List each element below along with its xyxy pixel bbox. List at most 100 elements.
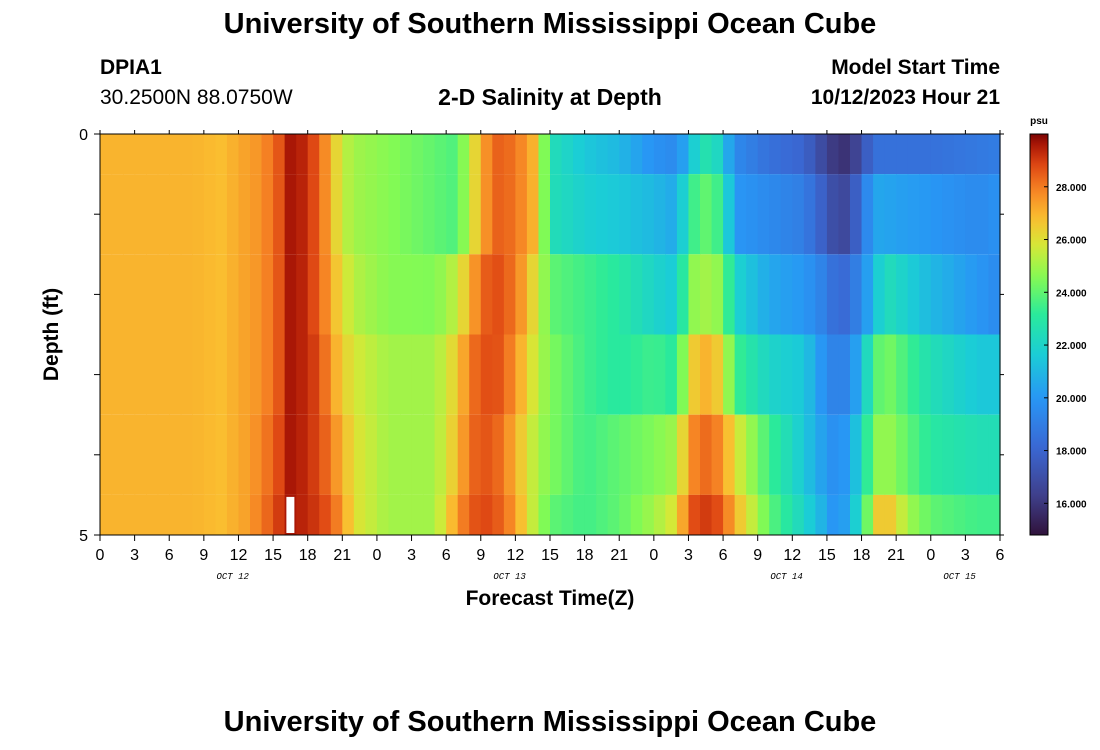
heatmap-cell (746, 334, 759, 415)
x-tick-label: 21 (610, 547, 628, 564)
heatmap-cell (203, 414, 216, 495)
heatmap-cell (665, 494, 678, 535)
heatmap-cell (919, 334, 932, 415)
heatmap-cell (100, 254, 113, 335)
heatmap-cell (365, 254, 378, 335)
heatmap-cell (111, 254, 124, 335)
heatmap-cell (515, 134, 528, 175)
heatmap-cell (746, 254, 759, 335)
heatmap-cell (307, 334, 320, 415)
heatmap-cell (792, 134, 805, 175)
heatmap-cell (250, 494, 263, 535)
heatmap-cell (446, 174, 459, 255)
heatmap-cell (342, 494, 355, 535)
heatmap-cell (261, 414, 274, 495)
heatmap-cell (123, 254, 136, 335)
heatmap-cell (653, 334, 666, 415)
heatmap-cell (607, 494, 620, 535)
heatmap-cell (273, 334, 286, 415)
heatmap-cell (619, 334, 632, 415)
heatmap-cell (700, 174, 713, 255)
heatmap-cell (100, 334, 113, 415)
x-tick-label: 0 (649, 547, 658, 564)
heatmap-cell (907, 174, 920, 255)
heatmap-cell (503, 134, 516, 175)
heatmap-cell (896, 414, 909, 495)
heatmap-cell (711, 334, 724, 415)
heatmap-cell (526, 134, 540, 175)
heatmap-cell (780, 414, 793, 495)
heatmap-cell (919, 414, 932, 495)
heatmap-cell (215, 254, 228, 335)
heatmap-cell (780, 174, 793, 255)
heatmap-cell (642, 334, 655, 415)
heatmap-cell (561, 494, 574, 535)
heatmap-cell (642, 134, 655, 175)
heatmap-cell (480, 334, 493, 415)
heatmap-cell (942, 174, 955, 255)
heatmap-cell (157, 174, 170, 255)
heatmap-cell (203, 494, 216, 535)
heatmap-cell (642, 174, 655, 255)
heatmap-cell (550, 134, 563, 175)
heatmap-cell (446, 254, 459, 335)
heatmap-cell (653, 494, 666, 535)
heatmap-cell (884, 174, 897, 255)
heatmap-cell (388, 254, 401, 335)
heatmap-cell (907, 134, 920, 175)
heatmap-cell (319, 254, 332, 335)
heatmap-cell (942, 334, 955, 415)
heatmap-cell (423, 134, 436, 175)
heatmap-cell (700, 494, 713, 535)
date-label: OCT 13 (493, 572, 526, 582)
heatmap-cell (457, 254, 470, 335)
heatmap-cell (342, 414, 355, 495)
x-tick-label: 12 (783, 547, 801, 564)
heatmap-cell (146, 254, 159, 335)
heatmap-cell (815, 414, 828, 495)
heatmap-cell (746, 494, 759, 535)
heatmap-cell (850, 494, 863, 535)
heatmap-cell (803, 254, 816, 335)
heatmap-cell (192, 174, 205, 255)
heatmap-cell (907, 494, 920, 535)
heatmap-cell (826, 334, 840, 415)
heatmap-cell (653, 414, 666, 495)
heatmap-cell (596, 134, 609, 175)
heatmap-cell (261, 134, 274, 175)
heatmap-cell (503, 174, 516, 255)
heatmap-cell (376, 174, 390, 255)
heatmap-cell (515, 414, 528, 495)
heatmap-cell (250, 174, 263, 255)
heatmap-cell (146, 414, 159, 495)
heatmap-cell (838, 494, 851, 535)
heatmap-cell (100, 134, 113, 175)
heatmap-cell (169, 334, 182, 415)
heatmap-cell (619, 254, 632, 335)
heatmap-cell (896, 134, 909, 175)
station-coordinates: 30.2500N 88.0750W (100, 86, 293, 109)
heatmap-cell (838, 174, 851, 255)
heatmap-cell (607, 414, 620, 495)
heatmap-cell (238, 494, 251, 535)
station-id: DPIA1 (100, 56, 162, 79)
x-tick-label: 9 (476, 547, 485, 564)
heatmap-cell (342, 254, 355, 335)
heatmap-cell (711, 254, 724, 335)
heatmap-cell (746, 134, 759, 175)
heatmap-cell (261, 174, 274, 255)
heatmap-cell (642, 494, 655, 535)
heatmap-cell (457, 174, 470, 255)
heatmap-cell (192, 494, 205, 535)
heatmap-cell (619, 134, 632, 175)
heatmap-cell (803, 334, 816, 415)
heatmap-cell (226, 254, 240, 335)
heatmap-cell (561, 334, 574, 415)
heatmap-cell (953, 414, 966, 495)
heatmap-cell (988, 254, 1001, 335)
heatmap-cell (630, 254, 643, 335)
heatmap-cell (919, 174, 932, 255)
heatmap-cell (688, 254, 701, 335)
heatmap-cell (434, 254, 447, 335)
heatmap-cell (434, 414, 447, 495)
